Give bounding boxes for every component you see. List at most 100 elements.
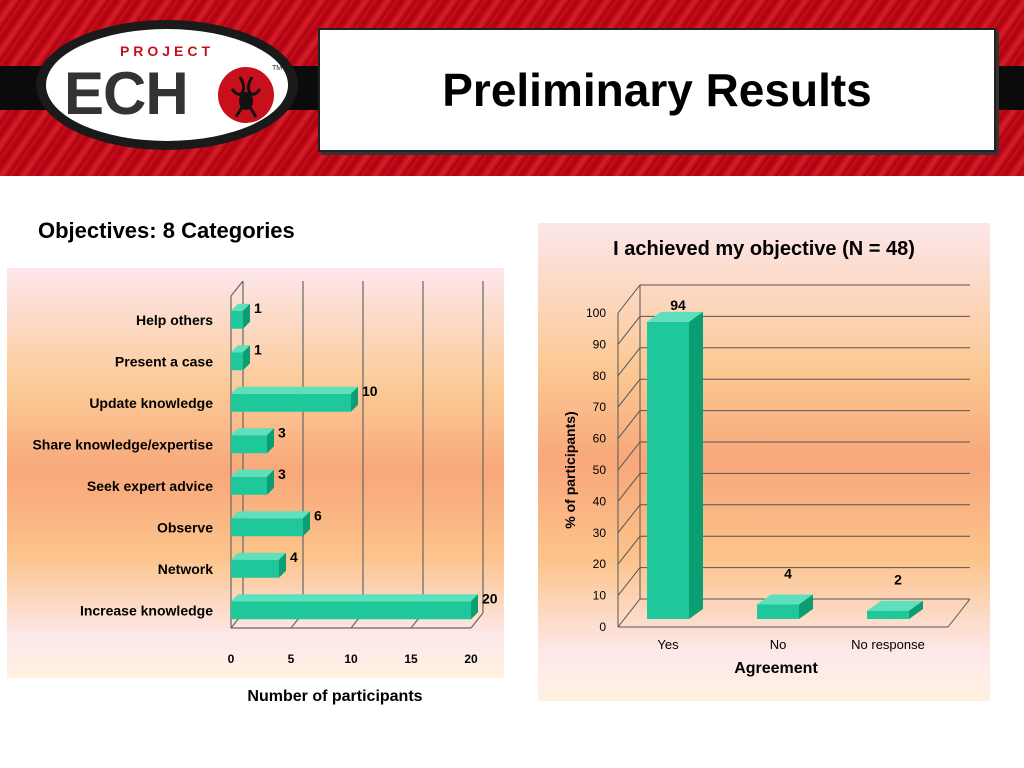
category-label: Update knowledge [89,395,213,411]
y-tick-label: 70 [593,400,607,414]
side-gridline [617,473,641,502]
category-label: No [770,637,787,652]
page-title: Preliminary Results [442,64,872,116]
data-label: 94 [670,297,686,313]
bar-top [231,345,250,353]
side-gridline [617,535,641,565]
bar-top [647,311,703,322]
bar [231,518,303,537]
data-label: 20 [482,590,498,606]
category-label: Help others [136,312,213,328]
category-label: Observe [157,519,213,535]
side-gridline [617,504,641,534]
bar-top [231,303,250,311]
logo-echo-text: ECH [64,60,189,127]
x-tick-label: 20 [464,652,478,666]
title-box: Preliminary Results [318,28,996,152]
data-label: 3 [278,466,286,482]
project-echo-logo: PROJECT ECH TM [36,20,298,150]
y-tick-label: 80 [593,369,607,383]
bar-side [279,552,286,578]
bar [231,435,267,454]
bar [231,601,471,620]
bar-side [243,303,250,329]
x-tick-label: 0 [228,652,235,666]
category-label: No response [851,637,925,652]
y-tick-label: 90 [593,337,607,351]
category-label: Increase knowledge [80,602,213,618]
y-tick-label: 10 [593,589,607,603]
data-label: 1 [254,341,262,357]
logo-project-text: PROJECT [119,43,215,59]
side-gridline [617,441,641,471]
data-label: 4 [784,565,792,581]
bar-top [231,594,478,602]
bar-side [351,386,358,412]
achievement-chart-panel [538,223,990,701]
side-gridline [617,410,641,439]
side-gridline [617,567,641,596]
data-label: 6 [314,507,322,523]
chart-title: I achieved my objective (N = 48) [613,238,915,260]
data-label: 4 [290,549,298,565]
x-tick-label: 15 [404,652,418,666]
bar-side [799,594,813,619]
bar-side [303,511,310,537]
data-label: 10 [362,383,378,399]
y-tick-label: 30 [593,526,607,540]
category-label: Present a case [115,353,213,369]
objectives-x-axis-title: Number of participants [247,688,423,705]
bar-top [867,600,923,611]
bar [867,610,909,619]
floor-gridline [470,612,484,629]
y-tick-label: 50 [593,463,607,477]
bar [231,310,243,329]
bar-top [231,511,310,519]
bar [231,393,351,412]
x-axis-title: Agreement [734,660,818,677]
y-tick-label: 20 [593,557,607,571]
bar-side [689,311,703,619]
bar-side [471,594,478,620]
data-label: 1 [254,300,262,316]
objectives-heading: Objectives: 8 Categories [38,218,295,243]
logo-oval: PROJECT ECH TM [46,29,288,141]
side-gridline [617,347,641,377]
y-tick-label: 60 [593,432,607,446]
axis-corner [230,280,244,297]
bar-side [909,600,923,619]
category-label: Seek expert advice [87,478,213,494]
bar-top [231,552,286,560]
category-label: Network [158,561,213,577]
logo-o-emblem-icon [218,67,274,123]
bar-side [267,469,274,495]
data-label: 3 [278,424,286,440]
bar-top [757,594,813,605]
bar [757,604,799,619]
data-label: 2 [894,572,902,588]
x-tick-label: 10 [344,652,358,666]
side-gridline [617,284,641,314]
bar-top [231,386,358,394]
bar [231,352,243,371]
bar-side [243,345,250,371]
category-label: Share knowledge/expertise [32,436,213,452]
bar-top [231,469,274,477]
floor-edge [947,598,971,628]
y-axis-title: % of participants) [562,411,578,528]
bar [231,476,267,495]
side-gridline [617,316,641,345]
y-tick-label: 100 [586,306,606,320]
bar-side [267,428,274,454]
bar [647,321,689,619]
y-tick-label: 40 [593,494,607,508]
y-tick-label: 0 [599,620,606,634]
side-gridline [617,378,641,408]
bar [231,559,279,578]
logo-tm: TM [272,65,283,72]
bar-top [231,428,274,436]
x-tick-label: 5 [288,652,295,666]
side-gridline [617,598,641,628]
category-label: Yes [657,637,679,652]
